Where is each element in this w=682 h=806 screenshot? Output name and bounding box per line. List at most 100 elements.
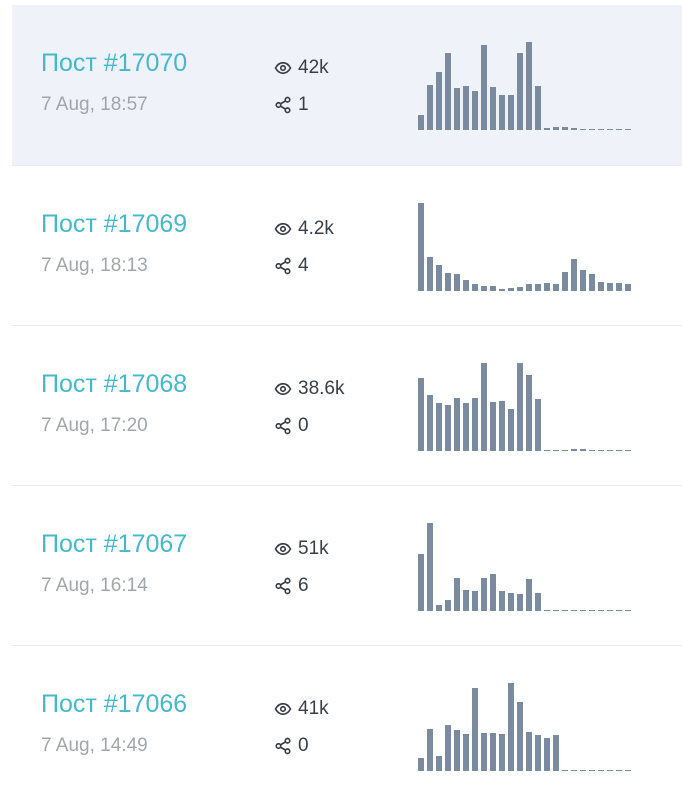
chart-bar xyxy=(625,284,631,291)
post-title[interactable]: Пост #17069 xyxy=(41,210,188,238)
chart-bar xyxy=(589,610,595,611)
chart-bar xyxy=(580,129,586,130)
views-stat: 38.6k xyxy=(274,378,344,400)
post-date: 7 Aug, 18:57 xyxy=(41,94,148,115)
chart-bar xyxy=(463,733,469,771)
chart-bar xyxy=(436,604,442,611)
chart-bar xyxy=(571,128,577,130)
post-title[interactable]: Пост #17068 xyxy=(41,370,188,398)
post-row[interactable]: Пост #17069 7 Aug, 18:13 4.2k 4 xyxy=(12,165,682,326)
chart-bar xyxy=(481,577,487,611)
chart-bar xyxy=(472,284,478,291)
chart-bar xyxy=(472,687,478,771)
chart-bar xyxy=(580,770,586,771)
views-sparkline-chart xyxy=(418,35,633,130)
chart-bar xyxy=(589,449,595,451)
chart-bar xyxy=(589,274,595,291)
chart-bar xyxy=(499,94,505,130)
post-title[interactable]: Пост #17066 xyxy=(41,690,188,718)
chart-bar xyxy=(463,589,469,611)
chart-bar xyxy=(499,733,505,771)
chart-bar xyxy=(616,129,622,130)
chart-bar xyxy=(526,731,532,771)
share-icon xyxy=(275,417,291,435)
chart-bar xyxy=(454,578,460,611)
chart-bar xyxy=(589,770,595,771)
views-count: 4.2k xyxy=(298,218,334,239)
chart-bar xyxy=(553,283,559,291)
shares-stat: 4 xyxy=(274,255,309,277)
post-row[interactable]: Пост #17070 7 Aug, 18:57 42k 1 xyxy=(12,5,682,165)
chart-bar xyxy=(508,94,514,130)
chart-bar xyxy=(616,450,622,451)
chart-bar xyxy=(544,282,550,291)
shares-stat: 1 xyxy=(274,94,309,116)
shares-stat: 0 xyxy=(274,735,309,757)
chart-bar xyxy=(481,732,487,771)
chart-bar xyxy=(562,127,568,130)
chart-bar xyxy=(490,87,496,130)
views-count: 51k xyxy=(298,538,329,559)
chart-bar xyxy=(553,450,559,451)
chart-bar xyxy=(535,86,541,130)
chart-bar xyxy=(418,203,424,291)
chart-bar xyxy=(544,450,550,451)
views-count: 38.6k xyxy=(298,378,345,399)
chart-bar xyxy=(526,578,532,611)
chart-bar xyxy=(616,770,622,771)
chart-bar xyxy=(535,593,541,611)
chart-bar xyxy=(598,281,604,291)
chart-bar xyxy=(535,283,541,291)
chart-bar xyxy=(436,72,442,130)
views-sparkline-chart xyxy=(418,676,633,771)
chart-bar xyxy=(562,610,568,611)
chart-bar xyxy=(481,45,487,130)
chart-bar xyxy=(607,770,613,771)
eye-icon xyxy=(274,542,292,556)
chart-bar xyxy=(418,553,424,611)
chart-bar xyxy=(562,770,568,771)
chart-bar xyxy=(490,574,496,611)
chart-bar xyxy=(481,363,487,451)
post-date: 7 Aug, 18:13 xyxy=(41,255,148,276)
chart-bar xyxy=(598,129,604,130)
chart-bar xyxy=(571,448,577,451)
chart-bar xyxy=(427,84,433,130)
chart-bar xyxy=(580,269,586,291)
chart-bar xyxy=(490,285,496,291)
chart-bar xyxy=(544,738,550,771)
chart-bar xyxy=(553,735,559,771)
post-row[interactable]: Пост #17067 7 Aug, 16:14 51k 6 xyxy=(12,485,682,646)
chart-bar xyxy=(517,53,523,130)
chart-bar xyxy=(553,610,559,611)
views-stat: 51k xyxy=(274,538,329,560)
post-title[interactable]: Пост #17070 xyxy=(41,49,188,77)
eye-icon xyxy=(274,61,292,75)
chart-bar xyxy=(499,289,505,291)
chart-bar xyxy=(472,591,478,611)
chart-bar xyxy=(427,394,433,451)
chart-bar xyxy=(445,404,451,451)
chart-bar xyxy=(598,770,604,771)
views-sparkline-chart xyxy=(418,516,633,611)
chart-bar xyxy=(508,287,514,291)
post-row[interactable]: Пост #17066 7 Aug, 14:49 41k 0 xyxy=(12,645,682,806)
shares-stat: 0 xyxy=(274,415,309,437)
chart-bar xyxy=(526,42,532,130)
views-sparkline-chart xyxy=(418,356,633,451)
chart-bar xyxy=(445,725,451,771)
chart-bar xyxy=(454,88,460,130)
chart-bar xyxy=(445,599,451,611)
chart-bar xyxy=(544,128,550,130)
chart-bar xyxy=(445,52,451,130)
shares-count: 0 xyxy=(298,415,309,436)
post-title[interactable]: Пост #17067 xyxy=(41,530,188,558)
chart-bar xyxy=(436,264,442,291)
chart-bar xyxy=(454,274,460,291)
chart-bar xyxy=(616,282,622,291)
chart-bar xyxy=(436,755,442,771)
chart-bar xyxy=(598,449,604,451)
post-row[interactable]: Пост #17068 7 Aug, 17:20 38.6k 0 xyxy=(12,325,682,486)
chart-bar xyxy=(427,256,433,291)
chart-bar xyxy=(616,610,622,611)
